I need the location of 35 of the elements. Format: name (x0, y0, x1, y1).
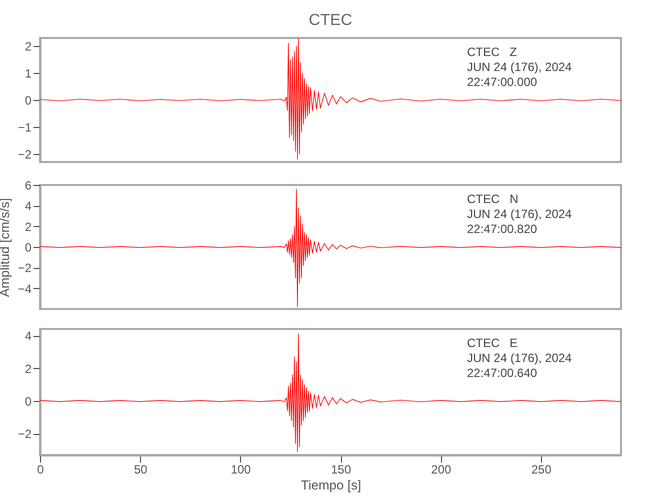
y-tick-label: −2 (18, 427, 32, 442)
annotation: CTEC Z (467, 45, 517, 59)
annotation: JUN 24 (176), 2024 (467, 351, 572, 365)
x-axis-title: Tiempo [s] (300, 478, 362, 492)
line-series (40, 38, 621, 160)
y-tick-label: −2 (18, 261, 32, 276)
annotation: CTEC E (467, 336, 518, 350)
annotation: 22:47:00.640 (467, 366, 538, 380)
x-tick-label: 250 (531, 462, 552, 476)
y-tick-label: 2 (24, 362, 32, 376)
line-series (40, 188, 621, 308)
line-series (40, 334, 621, 452)
y-tick-label: 4 (24, 199, 32, 214)
x-tick-label: 50 (134, 462, 148, 476)
y-tick-label: 2 (24, 40, 32, 54)
annotation: JUN 24 (176), 2024 (467, 207, 572, 221)
annotation: 22:47:00.000 (467, 75, 538, 89)
y-tick-label: 4 (24, 329, 32, 344)
y-tick-label: 0 (24, 394, 32, 408)
y-tick-label: −2 (18, 147, 32, 162)
chart-title: CTEC (308, 12, 352, 29)
y-tick-label: −1 (18, 120, 32, 134)
x-tick-label: 100 (230, 462, 252, 476)
x-tick-label: 0 (37, 462, 44, 476)
x-tick-label: 150 (331, 462, 352, 476)
x-tick-label: 200 (431, 462, 452, 476)
y-tick-label: 1 (24, 66, 32, 81)
annotation: 22:47:00.820 (467, 222, 538, 236)
y-tick-label: 0 (24, 94, 32, 108)
y-tick-label: −4 (18, 282, 32, 296)
annotation: JUN 24 (176), 2024 (467, 60, 572, 74)
y-tick-label: 2 (24, 220, 32, 234)
y-tick-label: 6 (24, 178, 32, 192)
annotation: CTEC N (467, 192, 518, 206)
y-tick-label: 0 (24, 240, 32, 254)
